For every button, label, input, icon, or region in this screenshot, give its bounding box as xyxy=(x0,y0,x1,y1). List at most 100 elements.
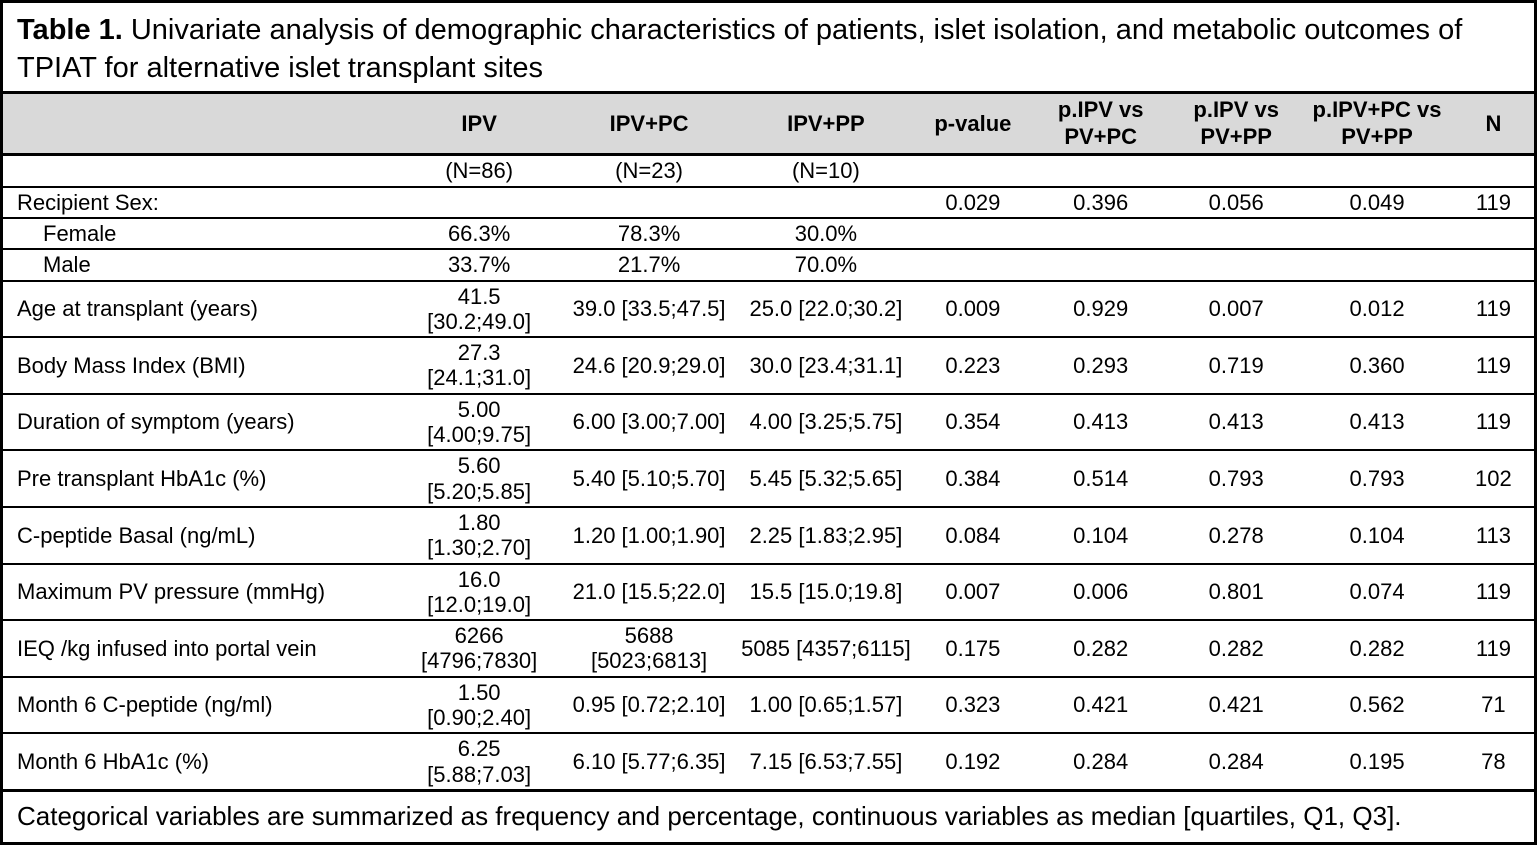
column-header-ipv-pp: IPV+PP xyxy=(787,110,865,136)
table-row-max-pv-pressure: Maximum PV pressure (mmHg) 16.0 [12.0;19… xyxy=(3,564,1534,621)
table-cell: 0.104 xyxy=(1349,522,1405,548)
table-cell: 0.006 xyxy=(1073,579,1129,605)
column-header-p-value: p-value xyxy=(934,110,1012,136)
table-cell: 0.413 xyxy=(1208,409,1264,435)
row-label: Body Mass Index (BMI) xyxy=(17,352,246,378)
column-header-ipv: IPV xyxy=(461,110,497,136)
table-cell: 6.00 [3.00;7.00] xyxy=(572,409,726,435)
row-label: Pre transplant HbA1c (%) xyxy=(17,465,267,491)
table-cell: 0.421 xyxy=(1208,692,1264,718)
table-cell: 0.009 xyxy=(945,296,1001,322)
table-cell: 0.007 xyxy=(945,579,1001,605)
table-row-month6-c-peptide: Month 6 C-peptide (ng/ml) 1.50 [0.90;2.4… xyxy=(3,677,1534,734)
table-cell: 1.80 [1.30;2.70] xyxy=(427,509,532,561)
column-header-p-ipv-vs-pvpp: p.IPV vs PV+PP xyxy=(1193,97,1279,149)
table-cell: 119 xyxy=(1475,579,1511,605)
table-cell xyxy=(562,187,737,218)
row-label: Duration of symptom (years) xyxy=(17,409,295,435)
table-cell xyxy=(396,187,561,218)
row-label: Maximum PV pressure (mmHg) xyxy=(17,579,326,605)
subheader-row: (N=86) (N=23) (N=10) xyxy=(3,155,1534,187)
table-cell: 119 xyxy=(1475,296,1511,322)
table-row-pre-hba1c: Pre transplant HbA1c (%) 5.60 [5.20;5.85… xyxy=(3,450,1534,507)
table-cell: 0.056 xyxy=(1208,189,1264,215)
row-label: Female xyxy=(43,220,117,246)
table-cell: 30.0 [23.4;31.1] xyxy=(749,352,903,378)
table-cell: 66.3% xyxy=(447,220,511,246)
table-cell xyxy=(915,218,1030,249)
table-cell: 0.95 [0.72;2.10] xyxy=(572,692,726,718)
table-cell: 0.562 xyxy=(1349,692,1405,718)
table-cell: 71 xyxy=(1481,692,1506,718)
table-row-female: Female 66.3% 78.3% 30.0% xyxy=(3,218,1534,250)
table-cell: 1.00 [0.65;1.57] xyxy=(749,692,903,718)
table-cell: 0.282 xyxy=(1349,635,1405,661)
table-cell xyxy=(915,155,1030,187)
table-cell: 5.60 [5.20;5.85] xyxy=(427,453,532,504)
table-cell xyxy=(1030,218,1171,249)
table-cell: 0.192 xyxy=(945,748,1001,774)
table-cell: 0.396 xyxy=(1073,189,1129,215)
column-header-p-ipvpc-vs-pvpp: p.IPV+PC vs PV+PP xyxy=(1312,97,1442,149)
table-cell: 39.0 [33.5;47.5] xyxy=(572,296,726,322)
table-cell: 0.282 xyxy=(1208,635,1264,661)
table-cell xyxy=(3,155,396,187)
table-cell: 119 xyxy=(1475,409,1511,435)
table-cell: 0.049 xyxy=(1349,189,1405,215)
table-cell: 0.284 xyxy=(1073,748,1129,774)
row-label: Recipient Sex: xyxy=(17,189,159,215)
table-cell xyxy=(1453,249,1534,280)
table-cell: 24.6 [20.9;29.0] xyxy=(572,352,726,378)
table-cell xyxy=(1030,155,1171,187)
table-cell: 7.15 [6.53;7.55] xyxy=(749,748,903,774)
table-cell: 5.40 [5.10;5.70] xyxy=(572,465,726,491)
group-n-ipv: (N=86) xyxy=(445,158,514,184)
table-cell: 0.278 xyxy=(1208,522,1264,548)
table-cell: 119 xyxy=(1475,352,1511,378)
table-cell: 6.25 [5.88;7.03] xyxy=(427,736,532,787)
table-row-duration: Duration of symptom (years) 5.00 [4.00;9… xyxy=(3,394,1534,451)
table-cell: 78.3% xyxy=(617,220,681,246)
table-cell xyxy=(1030,249,1171,280)
table-cell xyxy=(1453,155,1534,187)
table-cell: 5688 [5023;6813] xyxy=(590,623,708,674)
table-cell: 15.5 [15.0;19.8] xyxy=(749,579,903,605)
group-n-ipv-pc: (N=23) xyxy=(615,158,683,184)
table-cell: 0.354 xyxy=(945,409,1001,435)
univariate-analysis-table: IPV IPV+PC IPV+PP p-value p.IPV vs PV+PC… xyxy=(3,91,1534,792)
table-row-bmi: Body Mass Index (BMI) 27.3 [24.1;31.0] 2… xyxy=(3,337,1534,394)
table-row-recipient-sex: Recipient Sex: 0.029 0.396 0.056 0.049 1… xyxy=(3,187,1534,218)
table-cell xyxy=(1453,218,1534,249)
table-cell: 0.793 xyxy=(1349,465,1405,491)
table-cell: 119 xyxy=(1475,189,1511,215)
table-cell: 0.421 xyxy=(1073,692,1129,718)
column-header-n: N xyxy=(1485,110,1502,136)
table-cell: 0.929 xyxy=(1073,296,1129,322)
table-cell: 70.0% xyxy=(794,252,858,278)
table-cell: 0.384 xyxy=(945,465,1001,491)
table-cell: 119 xyxy=(1475,635,1511,661)
table-cell: 78 xyxy=(1481,748,1506,774)
group-n-ipv-pp: (N=10) xyxy=(791,158,860,184)
table-cell: 0.801 xyxy=(1208,579,1264,605)
table-cell: 1.20 [1.00;1.90] xyxy=(572,522,726,548)
table-cell: 0.007 xyxy=(1208,296,1264,322)
column-header-p-ipv-vs-pvpc: p.IPV vs PV+PC xyxy=(1057,97,1144,149)
table-cell: 0.104 xyxy=(1073,522,1129,548)
table-cell xyxy=(1301,218,1453,249)
table-cell: 33.7% xyxy=(447,252,511,278)
table-cell: 113 xyxy=(1475,522,1511,548)
table-cell: 0.514 xyxy=(1073,465,1129,491)
table-row-c-peptide-basal: C-peptide Basal (ng/mL) 1.80 [1.30;2.70]… xyxy=(3,507,1534,564)
table-title: Table 1. Univariate analysis of demograph… xyxy=(3,3,1534,91)
table-cell xyxy=(1171,218,1301,249)
table-title-number: Table 1. xyxy=(17,14,123,46)
table-row-ieq-kg: IEQ /kg infused into portal vein 6266 [4… xyxy=(3,620,1534,677)
table-cell: 0.282 xyxy=(1073,635,1129,661)
row-label: IEQ /kg infused into portal vein xyxy=(17,635,317,661)
table-cell: 25.0 [22.0;30.2] xyxy=(749,296,903,322)
table-row-age: Age at transplant (years) 41.5 [30.2;49.… xyxy=(3,281,1534,338)
table-cell: 0.793 xyxy=(1208,465,1264,491)
table-cell: 0.012 xyxy=(1349,296,1405,322)
table-cell xyxy=(1171,249,1301,280)
